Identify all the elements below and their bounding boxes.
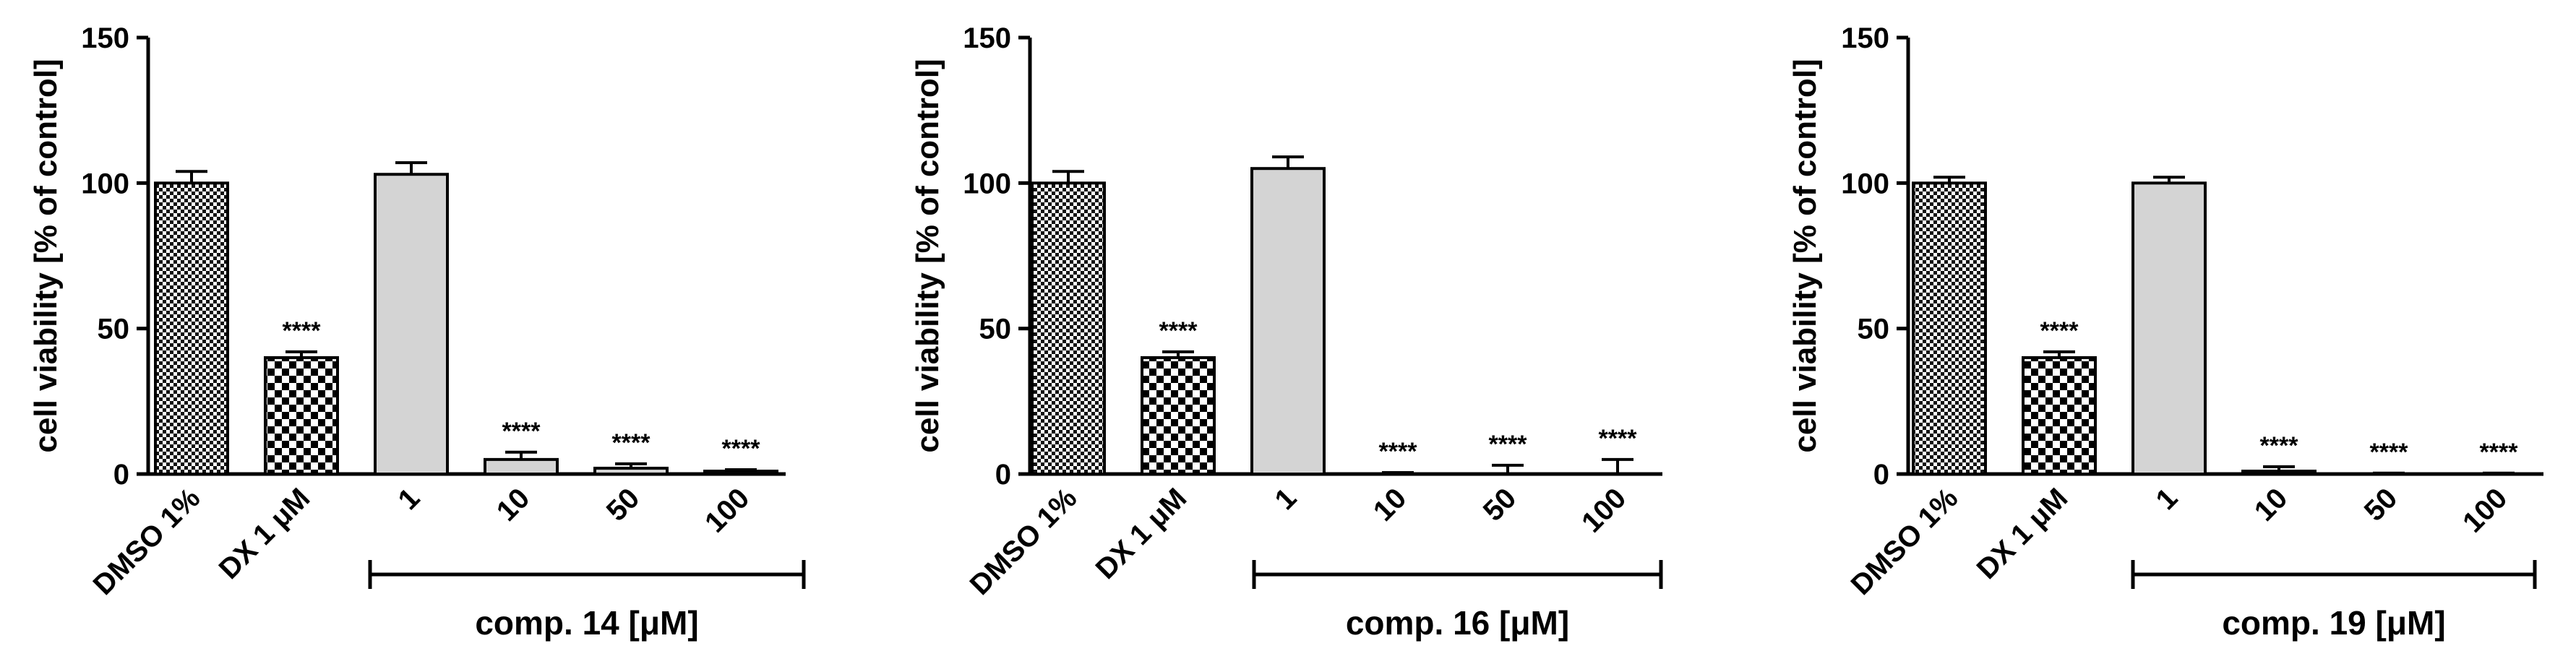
significance-label: ****	[2480, 439, 2519, 466]
y-tick-label: 0	[995, 459, 1011, 491]
x-tick-label: DMSO 1%	[1845, 482, 1965, 601]
bar-1	[1912, 181, 1987, 475]
x-tick-label: 100	[699, 482, 755, 538]
y-tick-label: 50	[1858, 314, 1890, 345]
group-label: comp. 14 [μM]	[475, 604, 698, 642]
significance-label: ****	[2040, 317, 2079, 345]
y-tick-label: 100	[963, 168, 1011, 199]
x-tick-label: DMSO 1%	[87, 482, 207, 601]
y-tick-label: 0	[113, 459, 129, 491]
y-tick-label: 150	[81, 22, 129, 54]
x-tick-label: 100	[2457, 482, 2513, 538]
x-tick-label: DMSO 1%	[964, 482, 1083, 601]
y-tick-label: 100	[1841, 168, 1889, 199]
group-label: comp. 19 [μM]	[2222, 604, 2445, 642]
y-axis-title: cell viability [% of control]	[1787, 59, 1823, 452]
x-tick-label: 50	[601, 482, 646, 527]
significance-label: ****	[1159, 317, 1198, 345]
significance-label: ****	[1599, 425, 1638, 452]
bar-4	[484, 457, 559, 475]
significance-label: ****	[722, 435, 761, 462]
x-tick-label: 1	[392, 482, 426, 516]
x-tick-label: 10	[1368, 482, 1413, 527]
x-tick-label: 50	[2358, 482, 2404, 527]
y-axis-title: cell viability [% of control]	[28, 59, 64, 452]
y-tick-label: 150	[963, 22, 1011, 54]
bar-3	[2131, 181, 2207, 475]
x-tick-label: DX 1 μM	[1971, 482, 2074, 585]
bar-2	[1141, 356, 1216, 475]
bar-2	[2022, 356, 2097, 475]
group-label: comp. 16 [μM]	[1346, 604, 1569, 642]
significance-label: ****	[612, 429, 651, 457]
significance-label: ****	[502, 418, 541, 445]
bar-1	[154, 181, 229, 475]
y-tick-label: 0	[1873, 459, 1889, 491]
significance-label: ****	[1489, 431, 1528, 458]
bar-3	[374, 173, 449, 475]
x-tick-label: 1	[1269, 482, 1303, 516]
bar-5	[593, 466, 669, 475]
x-tick-label: 10	[491, 482, 536, 527]
y-tick-label: 50	[98, 314, 130, 345]
significance-label: ****	[2260, 432, 2299, 460]
x-tick-label: 50	[1477, 482, 1523, 527]
y-tick-label: 150	[1841, 22, 1889, 54]
x-tick-label: DX 1 μM	[1090, 482, 1193, 585]
significance-label: ****	[1379, 438, 1418, 465]
y-tick-label: 100	[81, 168, 129, 199]
y-tick-label: 50	[979, 314, 1012, 345]
bar-3	[1250, 167, 1326, 475]
bar-6	[703, 469, 778, 475]
x-tick-label: DX 1 μM	[213, 482, 317, 585]
bar-4	[2241, 469, 2317, 475]
significance-label: ****	[283, 317, 322, 345]
bar-2	[264, 356, 339, 475]
x-tick-label: 1	[2150, 482, 2184, 516]
significance-label: ****	[2370, 439, 2409, 466]
y-axis-title: cell viability [% of control]	[910, 59, 945, 452]
bar-1	[1031, 181, 1106, 475]
x-tick-label: 10	[2249, 482, 2294, 527]
x-tick-label: 100	[1576, 482, 1632, 538]
